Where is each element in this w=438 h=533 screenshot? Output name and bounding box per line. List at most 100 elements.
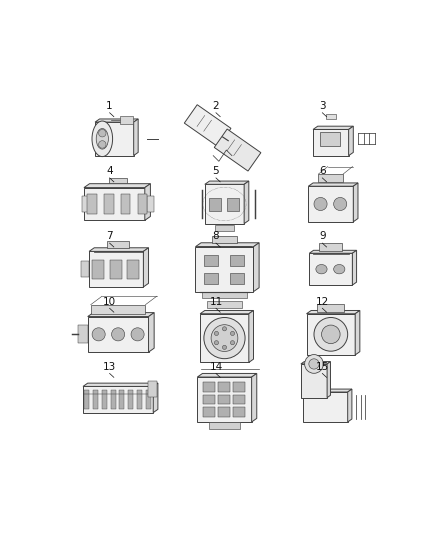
Circle shape xyxy=(314,197,327,211)
Polygon shape xyxy=(83,383,158,386)
Bar xyxy=(320,132,340,146)
Circle shape xyxy=(309,359,319,369)
Polygon shape xyxy=(198,374,257,377)
Text: 15: 15 xyxy=(316,362,329,372)
Polygon shape xyxy=(303,392,348,422)
Polygon shape xyxy=(200,310,254,314)
Polygon shape xyxy=(205,181,249,184)
Bar xyxy=(230,272,244,284)
Polygon shape xyxy=(95,122,134,156)
Polygon shape xyxy=(89,248,148,252)
Text: 9: 9 xyxy=(319,231,325,241)
Circle shape xyxy=(92,328,105,341)
Circle shape xyxy=(304,354,323,373)
Polygon shape xyxy=(303,389,352,392)
Circle shape xyxy=(99,130,106,137)
Bar xyxy=(78,326,88,343)
Polygon shape xyxy=(353,183,358,222)
Polygon shape xyxy=(143,248,148,287)
Text: 5: 5 xyxy=(213,166,219,176)
Polygon shape xyxy=(352,251,357,285)
Circle shape xyxy=(223,327,226,331)
Bar xyxy=(137,390,142,409)
Polygon shape xyxy=(214,129,261,171)
Polygon shape xyxy=(83,386,153,413)
Circle shape xyxy=(314,318,348,351)
Circle shape xyxy=(211,325,238,351)
Polygon shape xyxy=(148,313,154,352)
Polygon shape xyxy=(251,374,257,422)
Bar xyxy=(91,305,145,314)
Polygon shape xyxy=(244,181,249,224)
Polygon shape xyxy=(184,104,231,147)
Bar xyxy=(215,224,234,231)
Bar xyxy=(325,114,336,119)
Text: 10: 10 xyxy=(103,296,116,306)
Text: 2: 2 xyxy=(213,101,219,111)
Polygon shape xyxy=(301,361,330,364)
Text: 14: 14 xyxy=(209,362,223,372)
Circle shape xyxy=(321,325,340,344)
Polygon shape xyxy=(348,389,352,422)
Bar xyxy=(218,407,230,417)
Bar xyxy=(218,395,230,404)
Polygon shape xyxy=(308,186,353,222)
Polygon shape xyxy=(200,314,249,362)
Polygon shape xyxy=(195,247,254,292)
Bar xyxy=(203,407,215,417)
Circle shape xyxy=(112,328,125,341)
Circle shape xyxy=(230,332,235,335)
Polygon shape xyxy=(349,126,353,156)
Bar xyxy=(208,301,241,308)
Bar xyxy=(88,194,97,214)
Circle shape xyxy=(99,141,106,148)
Bar xyxy=(203,382,215,392)
Circle shape xyxy=(334,197,347,211)
Polygon shape xyxy=(301,364,327,398)
Bar xyxy=(127,260,139,279)
Bar xyxy=(104,194,113,214)
Circle shape xyxy=(214,332,219,335)
Bar xyxy=(121,194,130,214)
Polygon shape xyxy=(95,119,138,122)
Bar xyxy=(233,382,245,392)
Ellipse shape xyxy=(334,264,345,274)
Text: 4: 4 xyxy=(106,166,113,176)
Bar xyxy=(119,390,124,409)
Polygon shape xyxy=(309,251,357,253)
Bar xyxy=(233,407,245,417)
Bar xyxy=(81,261,89,277)
Text: 7: 7 xyxy=(106,231,113,241)
Polygon shape xyxy=(84,188,145,220)
Bar xyxy=(128,390,133,409)
Bar xyxy=(227,198,240,211)
Bar xyxy=(92,260,105,279)
Bar xyxy=(109,178,127,183)
Bar xyxy=(107,241,129,248)
Circle shape xyxy=(131,328,144,341)
Bar xyxy=(203,395,215,404)
Bar xyxy=(148,381,157,397)
Bar xyxy=(212,236,237,244)
Circle shape xyxy=(214,341,219,345)
Circle shape xyxy=(204,318,245,359)
Bar xyxy=(110,390,116,409)
Text: 13: 13 xyxy=(103,362,116,372)
Polygon shape xyxy=(249,310,254,362)
Polygon shape xyxy=(313,126,353,130)
Polygon shape xyxy=(89,252,143,287)
Text: 11: 11 xyxy=(209,296,223,306)
Polygon shape xyxy=(88,317,148,352)
Polygon shape xyxy=(307,310,360,314)
Bar xyxy=(230,255,244,266)
Bar xyxy=(319,243,343,251)
Bar xyxy=(82,196,89,212)
Polygon shape xyxy=(355,310,360,355)
Polygon shape xyxy=(88,313,154,317)
Ellipse shape xyxy=(316,264,327,274)
Bar xyxy=(317,304,344,311)
Polygon shape xyxy=(254,243,259,292)
Text: 8: 8 xyxy=(213,231,219,241)
Ellipse shape xyxy=(92,121,113,157)
Bar xyxy=(233,395,245,404)
